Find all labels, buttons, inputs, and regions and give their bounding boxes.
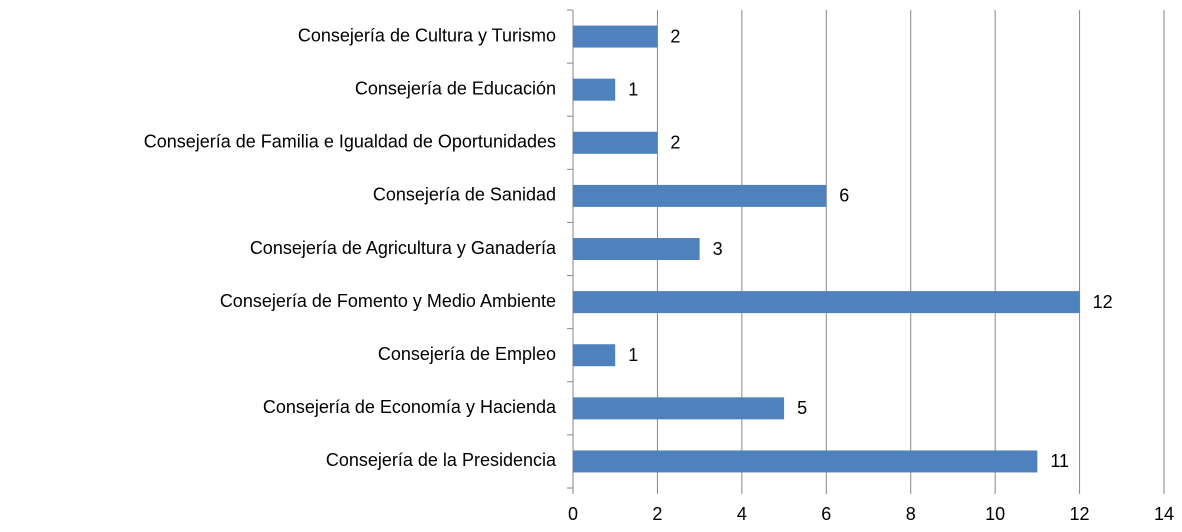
data-label: 6 — [839, 186, 849, 206]
y-tick-label: Consejería de la Presidencia — [326, 450, 557, 470]
data-label: 1 — [628, 79, 638, 99]
y-tick-label: Consejería de Sanidad — [373, 185, 556, 205]
bar — [573, 397, 785, 420]
x-tick-label: 10 — [985, 504, 1005, 524]
data-label: 1 — [628, 345, 638, 365]
x-tick-label: 4 — [737, 504, 747, 524]
bar — [573, 450, 1038, 473]
data-label: 2 — [670, 133, 680, 153]
data-label: 2 — [670, 26, 680, 46]
data-label: 12 — [1093, 292, 1113, 312]
bar — [573, 25, 658, 48]
x-tick-label: 14 — [1154, 504, 1174, 524]
bar — [573, 344, 616, 367]
y-tick-label: Consejería de Cultura y Turismo — [298, 25, 556, 45]
bar — [573, 291, 1080, 314]
data-label: 11 — [1050, 451, 1069, 471]
data-label: 3 — [713, 239, 723, 259]
x-tick-label: 8 — [906, 504, 916, 524]
y-tick-label: Consejería de Fomento y Medio Ambiente — [220, 291, 556, 311]
y-tick-label: Consejería de Familia e Igualdad de Opor… — [144, 132, 556, 152]
bar — [573, 238, 700, 260]
y-tick-label: Consejería de Educación — [355, 78, 556, 98]
y-tick-label: Consejería de Agricultura y Ganadería — [250, 238, 557, 258]
y-tick-label: Consejería de Empleo — [378, 344, 556, 364]
x-tick-label: 2 — [652, 504, 662, 524]
y-tick-label: Consejería de Economía y Hacienda — [263, 397, 557, 417]
data-label: 5 — [797, 398, 807, 418]
x-tick-label: 12 — [1070, 504, 1090, 524]
bar — [573, 131, 658, 154]
x-tick-label: 0 — [568, 504, 578, 524]
bar — [573, 184, 827, 207]
bar — [573, 78, 616, 101]
x-tick-label: 6 — [821, 504, 831, 524]
